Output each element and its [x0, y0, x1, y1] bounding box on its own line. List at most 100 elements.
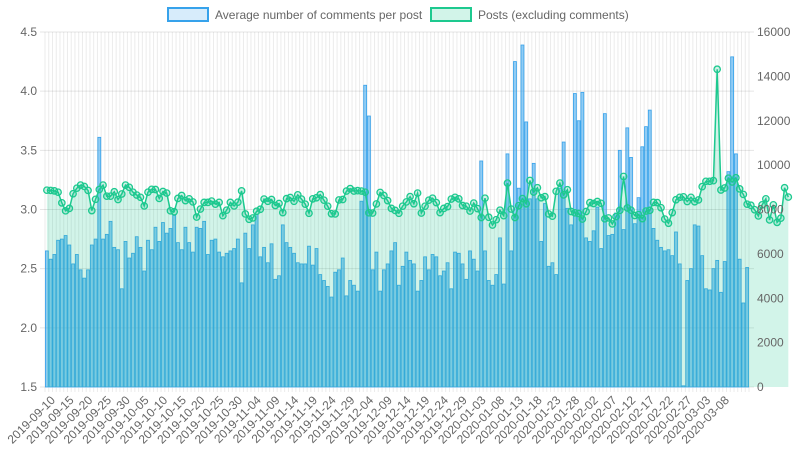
bar — [370, 269, 375, 388]
bar — [591, 230, 596, 388]
bar — [689, 268, 693, 388]
bar — [681, 385, 686, 388]
line-point — [754, 212, 763, 220]
bar — [587, 241, 592, 388]
line-point — [657, 203, 665, 212]
bar — [382, 269, 386, 388]
bar — [486, 280, 491, 388]
line-point — [252, 207, 261, 216]
bar — [546, 265, 551, 388]
line-point — [406, 192, 414, 201]
bar — [348, 280, 353, 388]
line-point — [765, 216, 774, 224]
line-point — [110, 187, 119, 196]
line-point — [466, 207, 474, 215]
y-left-tick-label: 1.5 — [20, 380, 37, 394]
bar — [247, 248, 251, 388]
bar — [127, 257, 132, 388]
bar — [67, 244, 72, 388]
bar-series — [45, 44, 749, 388]
bar — [464, 278, 469, 388]
line-point — [421, 202, 429, 211]
y-right-tick-label: 4000 — [757, 291, 784, 305]
line-point — [638, 214, 647, 223]
bar — [352, 284, 356, 388]
bar — [108, 220, 113, 388]
line-point — [290, 197, 298, 206]
line-point — [417, 209, 426, 217]
bar — [584, 237, 588, 388]
line-point — [496, 206, 504, 215]
line-point — [780, 183, 789, 192]
line-point — [278, 208, 287, 217]
line-point — [215, 198, 223, 207]
bar — [438, 275, 442, 388]
bar — [280, 224, 285, 388]
line-point — [552, 187, 560, 196]
bar — [400, 265, 405, 388]
bar — [700, 255, 705, 388]
line-point — [574, 209, 583, 218]
line-point — [234, 198, 242, 207]
bar — [576, 120, 581, 388]
grid — [40, 31, 754, 392]
line-point — [750, 205, 759, 214]
bar — [494, 274, 499, 388]
line-point — [720, 184, 729, 192]
bar — [82, 277, 87, 388]
line-point — [432, 198, 441, 207]
line-point — [263, 197, 272, 206]
bar — [445, 262, 450, 388]
bar — [265, 262, 270, 388]
line-point — [439, 204, 448, 213]
bar — [629, 157, 633, 388]
bar — [142, 270, 147, 388]
line-point — [196, 205, 205, 213]
bar — [224, 252, 229, 388]
line-point — [267, 195, 276, 204]
line-point — [739, 190, 748, 199]
bar — [74, 254, 79, 388]
bar — [415, 290, 420, 388]
bar — [737, 258, 742, 388]
bar — [191, 251, 195, 388]
bar — [621, 229, 626, 388]
bar — [543, 203, 547, 388]
bar — [284, 242, 289, 388]
bar — [711, 268, 716, 388]
line-point — [709, 176, 718, 185]
line-point — [533, 183, 542, 192]
bar — [426, 269, 431, 388]
bar — [524, 121, 529, 388]
bar — [206, 254, 210, 388]
bar — [565, 207, 570, 388]
bar — [730, 56, 735, 388]
line-point — [473, 204, 482, 213]
bar — [734, 153, 738, 388]
legend-swatch — [430, 7, 472, 22]
bar — [632, 223, 637, 388]
line-point — [469, 199, 478, 207]
bar — [456, 252, 461, 388]
line-point — [54, 188, 62, 197]
bar — [520, 44, 525, 388]
bar — [187, 242, 192, 388]
line-point — [99, 181, 107, 189]
bar — [722, 261, 727, 388]
line-point — [248, 214, 257, 222]
line-point — [256, 205, 265, 214]
line-point — [275, 199, 283, 208]
line-point — [544, 210, 553, 218]
line-point — [241, 210, 250, 218]
line-point — [548, 212, 557, 221]
bar — [617, 149, 622, 388]
bar — [164, 232, 169, 388]
line-point — [237, 187, 246, 195]
line-point — [181, 196, 190, 205]
line-point — [114, 195, 122, 204]
bar — [535, 198, 540, 388]
bar — [610, 233, 615, 388]
legend: Average number of comments per post Posts… — [167, 7, 629, 22]
line-point — [211, 200, 220, 209]
bar — [471, 258, 476, 388]
